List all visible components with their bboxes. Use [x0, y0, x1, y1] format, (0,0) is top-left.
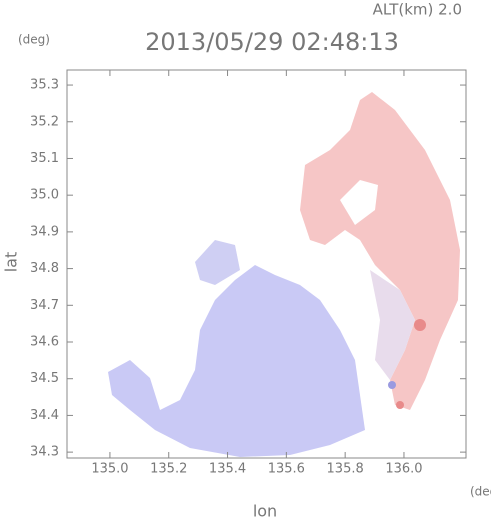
chart-title: 2013/05/29 02:48:13 — [145, 28, 399, 56]
x-tick-label: 135.2 — [150, 462, 187, 477]
y-tick-label: 35.2 — [30, 114, 59, 129]
x-axis-label: lon — [253, 502, 277, 521]
strong-echo — [414, 319, 426, 331]
velocity-region-blue — [108, 265, 365, 457]
y-tick-label: 34.4 — [30, 408, 59, 423]
velocity-region-gap — [340, 180, 378, 225]
x-tick-label: 135.4 — [209, 462, 246, 477]
y-tick-label: 34.9 — [30, 224, 59, 239]
velocity-region-blue-small — [195, 240, 240, 285]
x-unit: (deg) — [470, 485, 491, 499]
y-tick-label: 34.8 — [30, 261, 59, 276]
x-tick-label: 135.6 — [268, 462, 305, 477]
plot-frame — [66, 69, 467, 459]
strong-echo — [396, 401, 404, 409]
altitude-label: ALT(km) 2.0 — [373, 1, 462, 19]
y-tick-label: 35.0 — [30, 188, 59, 203]
y-tick-label: 35.1 — [30, 151, 59, 166]
y-tick-label: 34.7 — [30, 298, 59, 313]
strong-echo — [388, 381, 396, 389]
x-tick-label: 136.0 — [385, 462, 422, 477]
y-tick-label: 34.6 — [30, 335, 59, 350]
y-axis-label: lat — [2, 252, 21, 273]
radar-field — [108, 92, 460, 457]
velocity-region-mixed — [370, 270, 415, 380]
y-tick-label: 34.5 — [30, 371, 59, 386]
x-tick-label: 135.0 — [91, 462, 128, 477]
y-tick-label: 35.3 — [30, 78, 59, 93]
y-unit: (deg) — [18, 33, 50, 47]
y-tick-label: 34.3 — [30, 445, 59, 460]
x-tick-label: 135.8 — [327, 462, 364, 477]
